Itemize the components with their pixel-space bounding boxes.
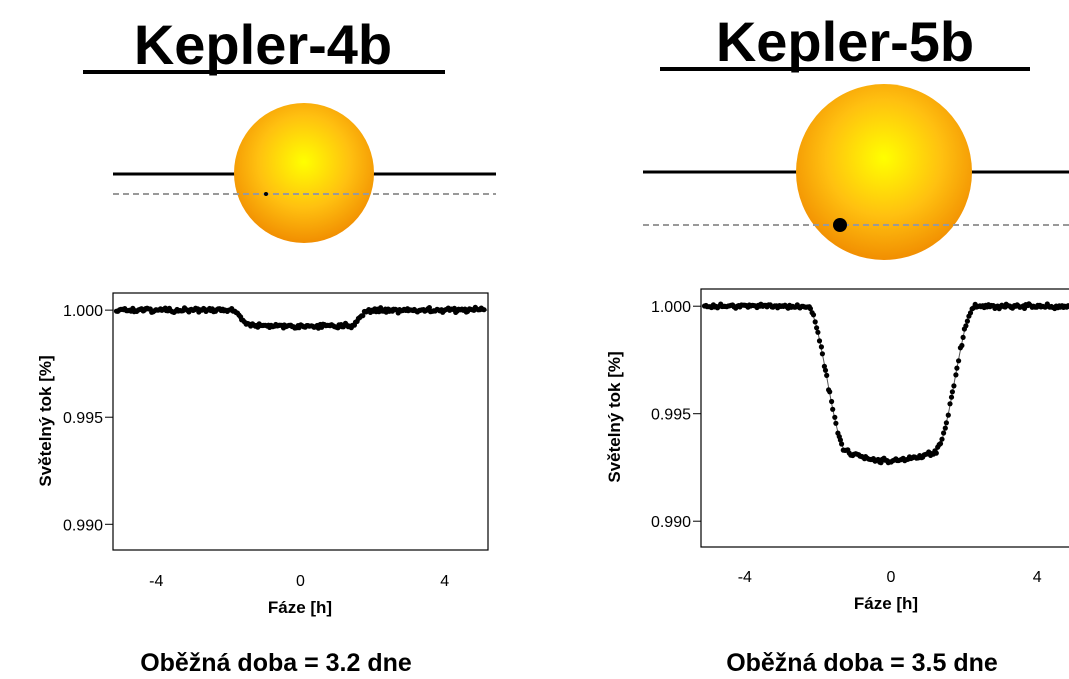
x-axis-label: Fáze [h] xyxy=(268,598,332,617)
x-tick-label: 4 xyxy=(1033,569,1042,586)
data-point xyxy=(954,365,960,371)
data-point xyxy=(937,441,944,447)
y-axis-label: Světelný tok [%] xyxy=(605,351,624,482)
planet-title: Kepler-4b xyxy=(134,13,392,76)
data-point xyxy=(833,420,839,426)
x-axis: -4 0 4 xyxy=(738,569,1042,586)
data-point xyxy=(821,363,828,369)
x-tick-label: 0 xyxy=(296,573,305,590)
data-point xyxy=(815,329,821,335)
x-tick-label: 0 xyxy=(887,569,896,586)
data-point xyxy=(967,310,974,316)
data-point xyxy=(933,450,939,456)
y-axis: 1.000 0.995 0.990 xyxy=(651,299,701,531)
y-axis-label: Světelný tok [%] xyxy=(36,355,55,486)
y-tick-label: 0.990 xyxy=(651,514,691,531)
y-axis: 1.000 0.995 0.990 xyxy=(63,303,113,534)
plot-frame xyxy=(700,288,1069,548)
planet-dot xyxy=(264,192,268,196)
x-tick-label: -4 xyxy=(738,569,752,586)
y-tick-label: 1.000 xyxy=(651,299,691,316)
y-tick-label: 0.990 xyxy=(63,517,103,534)
orbital-period-label: Oběžná doba = 3.5 dne xyxy=(726,649,998,677)
x-tick-label: 4 xyxy=(440,573,449,590)
plot-frame xyxy=(112,292,489,551)
data-point xyxy=(960,334,966,340)
data-point xyxy=(824,372,830,378)
data-point xyxy=(812,319,818,325)
x-axis-label: Fáze [h] xyxy=(854,594,918,613)
data-point xyxy=(941,430,947,436)
data-point xyxy=(947,401,953,407)
data-point xyxy=(830,406,836,412)
data-point xyxy=(818,344,825,350)
data-point xyxy=(951,383,957,389)
data-point xyxy=(956,358,962,364)
x-tick-label: -4 xyxy=(149,573,163,590)
data-point xyxy=(426,305,432,311)
data-point xyxy=(953,372,959,378)
star-disk xyxy=(234,103,374,243)
data-point xyxy=(837,437,844,443)
data-point xyxy=(943,420,950,426)
orbital-period-label: Oběžná doba = 3.2 dne xyxy=(140,649,412,677)
data-point xyxy=(814,325,820,331)
data-point xyxy=(942,425,948,431)
data-points xyxy=(113,304,487,331)
data-point xyxy=(945,412,951,418)
y-tick-label: 0.995 xyxy=(651,407,691,424)
planet-dot xyxy=(833,218,847,232)
data-point xyxy=(829,398,835,405)
data-point xyxy=(939,436,945,442)
planet-title: Kepler-5b xyxy=(716,10,974,73)
data-point xyxy=(839,441,845,447)
model-curve xyxy=(701,305,1069,462)
data-point xyxy=(959,342,965,349)
data-point xyxy=(832,414,838,420)
y-tick-label: 1.000 xyxy=(63,303,103,320)
data-point xyxy=(816,338,823,344)
data-point xyxy=(807,306,814,312)
data-point xyxy=(810,312,817,318)
data-point xyxy=(819,351,826,357)
data-point xyxy=(949,389,956,395)
data-points xyxy=(701,301,1069,466)
x-axis: -4 0 4 xyxy=(149,573,449,590)
data-point xyxy=(963,323,969,329)
y-tick-label: 0.995 xyxy=(63,410,103,427)
data-point xyxy=(948,394,955,400)
data-point xyxy=(964,318,971,324)
data-point xyxy=(822,367,829,373)
data-point xyxy=(360,313,366,319)
star-disk xyxy=(796,84,972,260)
data-point xyxy=(827,389,833,395)
data-point xyxy=(481,307,487,313)
